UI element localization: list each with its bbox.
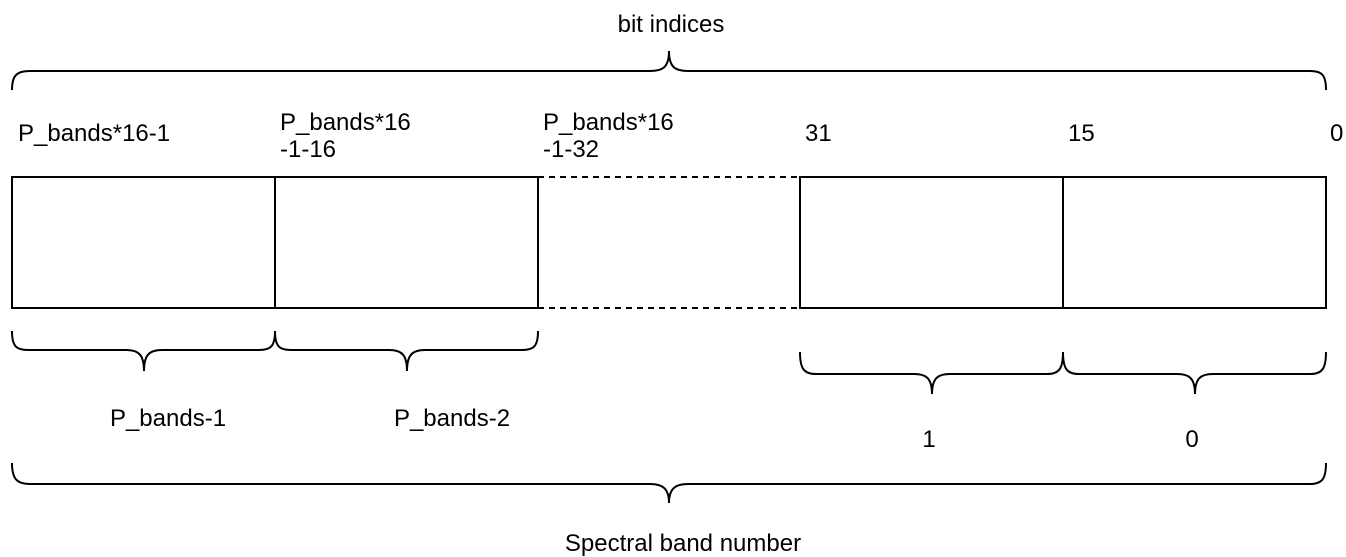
band-box-p-bands-2: [274, 176, 539, 309]
brace-band-1: [799, 351, 1064, 395]
band-label-0: 0: [1185, 426, 1198, 453]
bit-index-label-0: P_bands*16-1: [18, 120, 170, 147]
bit-index-label-2: P_bands*16 -1-32: [543, 109, 680, 163]
brace-p-bands-2: [274, 330, 539, 372]
bit-index-label-1: P_bands*16 -1-16: [280, 109, 417, 163]
band-box-1: [799, 176, 1064, 309]
brace-band-0: [1062, 351, 1327, 395]
band-label-1: 1: [922, 426, 935, 453]
band-label-p-bands-2: P_bands-2: [394, 405, 510, 432]
bit-index-label-4: 15: [1068, 120, 1095, 147]
top-label: bit indices: [618, 11, 725, 38]
bottom-label: Spectral band number: [565, 530, 801, 557]
bottom-brace: [11, 462, 1327, 504]
band-box-p-bands-1: [11, 176, 276, 309]
band-label-p-bands-1: P_bands-1: [110, 405, 226, 432]
top-brace: [11, 50, 1327, 91]
bit-index-label-3: 31: [805, 120, 832, 147]
bit-index-label-5: 0: [1330, 120, 1343, 147]
band-box-0: [1062, 176, 1327, 309]
brace-p-bands-1: [11, 330, 276, 372]
